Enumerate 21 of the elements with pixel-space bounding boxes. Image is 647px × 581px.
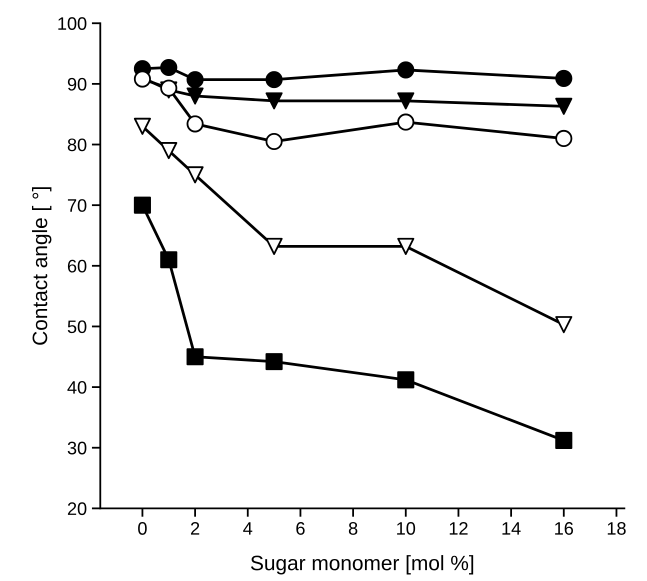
y-tick-label: 40 <box>67 381 86 394</box>
y-tick-label: 90 <box>68 78 86 91</box>
x-tick-label: 2 <box>190 522 200 535</box>
y-tick-label: 50 <box>68 320 86 334</box>
x-tick-label: 4 <box>243 522 252 535</box>
x-tick-label: 14 <box>502 522 521 535</box>
y-tick-label: 70 <box>68 199 86 212</box>
x-axis-title: Sugar monomer [mol %] <box>250 555 474 574</box>
x-tick-label: 12 <box>450 522 468 535</box>
x-tick-label: 18 <box>608 522 626 535</box>
y-tick-label: 100 <box>58 17 86 30</box>
x-tick-label: 10 <box>397 522 416 535</box>
y-tick-label: 30 <box>68 442 86 454</box>
y-tick-label: 80 <box>68 138 86 152</box>
x-tick-label: 0 <box>138 522 147 535</box>
x-tick-label: 16 <box>555 522 574 535</box>
x-tick-label: 6 <box>296 522 305 535</box>
x-tick-label: 8 <box>348 522 358 535</box>
y-tick-label: 60 <box>68 260 86 273</box>
y-axis-title: Contact angle [ °] <box>32 187 52 345</box>
y-tick-label: 20 <box>68 502 86 516</box>
